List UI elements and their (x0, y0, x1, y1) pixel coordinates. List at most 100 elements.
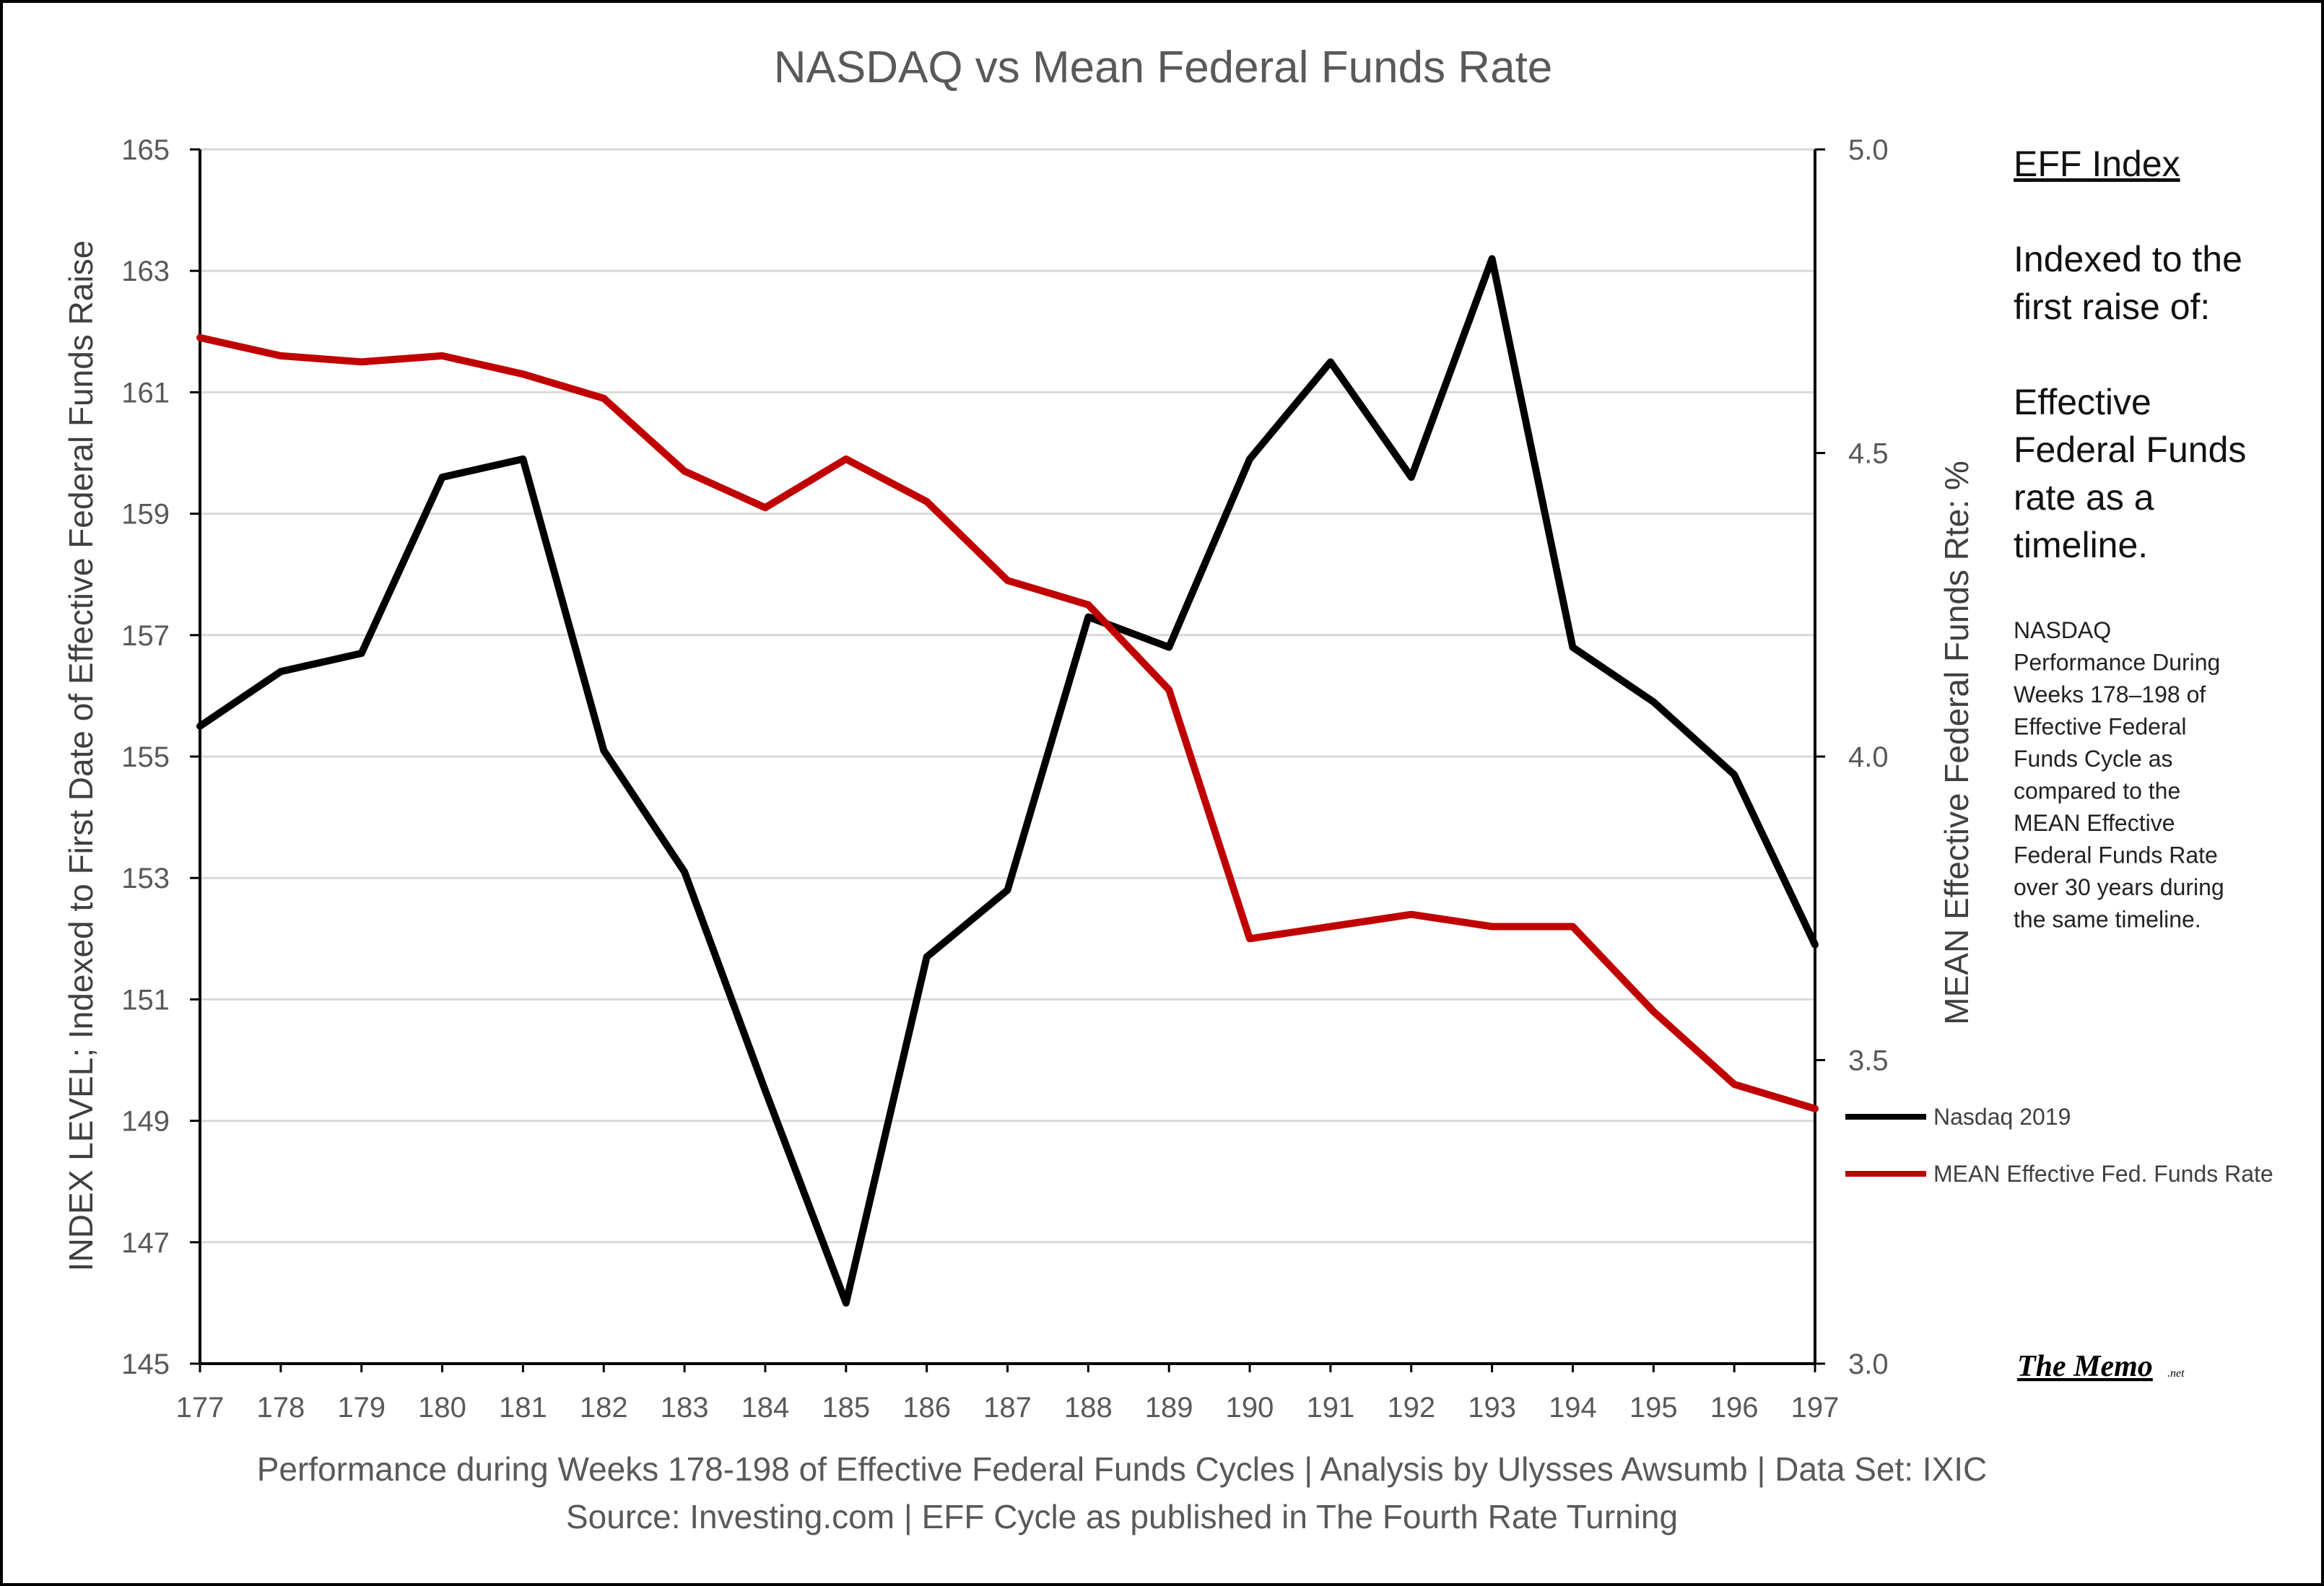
data-point-fed-rate (844, 457, 848, 461)
data-point-nasdaq (1006, 889, 1009, 892)
left-tick-label: 153 (121, 863, 170, 894)
side-panel-indexed-line: Indexed to the (2014, 239, 2242, 279)
data-point-nasdaq (1814, 943, 1816, 946)
left-tick-label: 161 (121, 377, 170, 409)
x-tick-label: 196 (1710, 1392, 1759, 1424)
right-axis-label: MEAN Effective Federal Funds Rte: % (1938, 461, 1975, 1024)
data-point-fed-rate (1409, 912, 1413, 916)
side-panel-eff-line: Effective (2014, 382, 2151, 422)
data-point-fed-rate (1167, 688, 1171, 692)
x-tick-label: 189 (1145, 1392, 1193, 1424)
data-point-fed-rate (1248, 937, 1252, 941)
series-lines (196, 255, 1819, 1307)
left-tick-label: 155 (121, 741, 170, 773)
left-tick-label: 147 (121, 1227, 170, 1259)
x-tick-label: 197 (1791, 1392, 1840, 1424)
data-point-nasdaq (1571, 645, 1575, 649)
data-point-nasdaq (1167, 645, 1171, 649)
side-panel-note-line: NASDAQ (2014, 617, 2111, 643)
side-panel-note-line: Funds Cycle as (2014, 746, 2173, 772)
legend: Nasdaq 2019 MEAN Effective Fed. Funds Ra… (1845, 1104, 2273, 1187)
side-panel-note-line: Performance During (2014, 650, 2220, 676)
side-panel-note-line: compared to the (2014, 778, 2180, 804)
data-point-nasdaq (1087, 615, 1090, 619)
left-tick-label: 151 (121, 984, 170, 1016)
data-point-nasdaq (844, 1301, 848, 1304)
chart-canvas: NASDAQ vs Mean Federal Funds Rate 145 147… (62, 43, 2273, 1535)
data-point-nasdaq (199, 724, 201, 728)
left-tick-label: 145 (121, 1348, 170, 1380)
the-memo-logo: The Memo .net (2017, 1350, 2185, 1383)
data-point-nasdaq (521, 457, 525, 461)
data-point-nasdaq (1409, 476, 1413, 479)
legend-label-fed-rate: MEAN Effective Fed. Funds Rate (1933, 1161, 2273, 1187)
series-line-fed-rate (196, 334, 1819, 1112)
x-tick-label: 188 (1064, 1392, 1113, 1424)
data-point-fed-rate (1087, 603, 1090, 606)
side-panel-note-line: the same timeline. (2014, 907, 2201, 933)
data-point-fed-rate (1328, 925, 1332, 928)
data-point-fed-rate (521, 372, 525, 376)
x-tick-label: 181 (499, 1392, 547, 1424)
data-point-fed-rate (602, 396, 606, 400)
data-point-fed-rate (199, 336, 201, 339)
source-caption: Source: Investing.com | EFF Cycle as pub… (566, 1498, 1678, 1535)
data-point-nasdaq (1248, 457, 1252, 461)
x-tick-label: 191 (1307, 1392, 1355, 1424)
side-panel-note: NASDAQ Performance During Weeks 178–198 of… (2014, 617, 2224, 933)
side-panel-eff-line: rate as a (2014, 477, 2154, 518)
x-tick-label: 193 (1468, 1392, 1516, 1424)
grid-lines (200, 148, 1815, 1244)
left-axis-label: INDEX LEVEL; Indexed to First Date of Ef… (62, 240, 100, 1271)
side-panel-eff-line: timeline. (2014, 525, 2148, 565)
data-point-fed-rate (279, 354, 282, 357)
data-point-nasdaq (1490, 257, 1494, 261)
right-tick-label: 5.0 (1848, 134, 1889, 166)
data-point-fed-rate (683, 469, 687, 473)
data-point-nasdaq (602, 749, 606, 752)
left-tick-label: 165 (121, 134, 170, 166)
data-point-nasdaq (279, 670, 282, 674)
data-point-nasdaq (683, 870, 687, 873)
right-tick-label: 3.5 (1848, 1045, 1889, 1077)
side-panel-note-line: Federal Funds Rate (2014, 842, 2218, 868)
left-tick-label: 157 (121, 620, 170, 652)
right-tick-label: 4.5 (1848, 438, 1889, 470)
data-point-fed-rate (1006, 579, 1009, 583)
data-point-fed-rate (1490, 925, 1494, 928)
x-tick-label: 180 (418, 1392, 466, 1424)
data-point-nasdaq (1733, 773, 1736, 777)
side-panel-eff-line: Federal Funds (2014, 430, 2246, 470)
x-tick-label: 192 (1387, 1392, 1435, 1424)
x-tick-label: 194 (1549, 1392, 1597, 1424)
left-tick-label: 159 (121, 499, 170, 531)
data-point-nasdaq (763, 1089, 767, 1092)
data-point-fed-rate (1733, 1083, 1736, 1086)
data-point-fed-rate (360, 360, 363, 364)
x-tick-label: 177 (176, 1392, 225, 1424)
left-tick-label: 149 (121, 1106, 170, 1138)
data-point-nasdaq (440, 476, 444, 479)
data-point-fed-rate (925, 500, 928, 503)
data-point-fed-rate (1652, 1010, 1655, 1014)
x-tick-label: 185 (822, 1392, 870, 1424)
x-tick-label: 190 (1226, 1392, 1274, 1424)
left-axis-ticks: 145 147 149 151 153 155 157 159 161 163 165 (121, 134, 200, 1380)
left-tick-label: 163 (121, 256, 170, 287)
logo-text: The Memo (2017, 1350, 2153, 1383)
side-panel-note-line: MEAN Effective (2014, 810, 2175, 836)
chart-title: NASDAQ vs Mean Federal Funds Rate (774, 43, 1553, 92)
legend-label-nasdaq: Nasdaq 2019 (1933, 1104, 2071, 1130)
data-point-nasdaq (1652, 700, 1655, 704)
x-tick-label: 184 (741, 1392, 790, 1424)
data-point-fed-rate (440, 354, 444, 357)
side-panel-note-line: Effective Federal (2014, 714, 2187, 740)
side-panel-note-line: over 30 years during (2014, 874, 2224, 900)
right-axis-ticks: 3.0 3.5 4.0 4.5 5.0 (1815, 134, 1889, 1380)
series-line-nasdaq (196, 255, 1819, 1307)
x-tick-label: 186 (902, 1392, 951, 1424)
side-panel: EFF Index Indexed to the first raise of:… (2014, 144, 2246, 933)
x-axis-ticks: 177 178 179 180 181 182 183 184 185 186 187 188 189 1… (176, 1364, 1840, 1424)
x-tick-label: 182 (580, 1392, 628, 1424)
